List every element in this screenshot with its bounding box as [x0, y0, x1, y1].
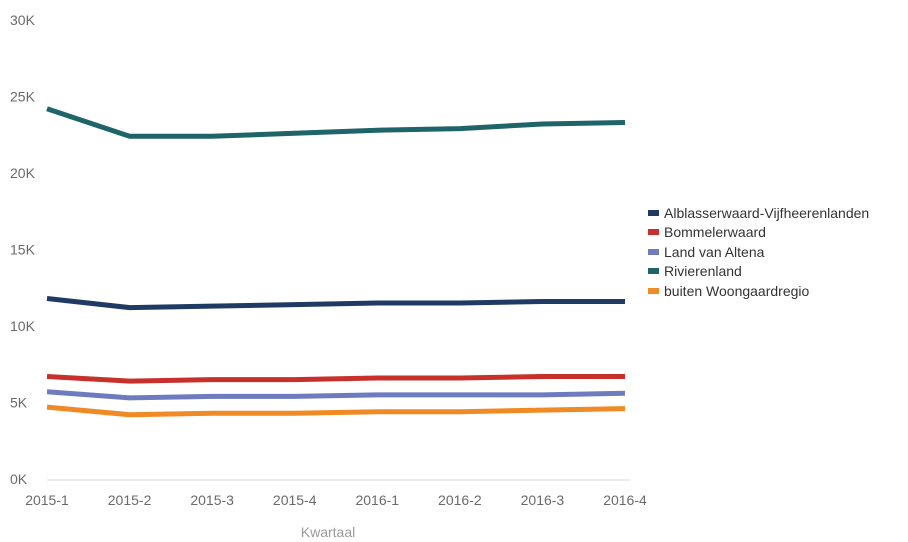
- legend-item: Land van Altena: [648, 242, 869, 262]
- y-tick-label: 30K: [10, 12, 36, 28]
- x-tick-label: 2015-1: [25, 492, 69, 508]
- legend-swatch: [648, 229, 659, 235]
- x-axis-title: Kwartaal: [301, 524, 355, 540]
- series-line: [47, 109, 625, 137]
- legend-item: Bommelerwaard: [648, 223, 869, 243]
- legend-label: Rivierenland: [664, 263, 742, 279]
- x-tick-label: 2016-4: [603, 492, 647, 508]
- x-tick-label: 2015-4: [273, 492, 317, 508]
- legend-swatch: [648, 268, 659, 274]
- legend-label: buiten Woongaardregio: [664, 283, 809, 299]
- y-tick-label: 0K: [10, 471, 28, 487]
- chart-legend: Alblasserwaard-Vijfheerenlanden Bommelerw…: [648, 203, 869, 301]
- series-lines: [47, 109, 625, 415]
- y-tick-label: 25K: [10, 89, 36, 105]
- legend-swatch: [648, 210, 659, 216]
- y-tick-label: 20K: [10, 165, 36, 181]
- y-axis-ticks: 0K 5K 10K 15K 20K 25K 30K: [10, 12, 36, 487]
- series-line: [47, 299, 625, 308]
- legend-item: Alblasserwaard-Vijfheerenlanden: [648, 203, 869, 223]
- legend-item: Rivierenland: [648, 262, 869, 282]
- x-axis-ticks: 2015-1 2015-2 2015-3 2015-4 2016-1 2016-2 2016…: [25, 492, 647, 508]
- series-line: [47, 392, 625, 398]
- series-line: [47, 377, 625, 382]
- legend-item: buiten Woongaardregio: [648, 281, 869, 301]
- legend-label: Bommelerwaard: [664, 224, 766, 240]
- x-tick-label: 2016-3: [521, 492, 565, 508]
- x-tick-label: 2015-2: [108, 492, 152, 508]
- legend-swatch: [648, 288, 659, 294]
- y-tick-label: 15K: [10, 242, 36, 258]
- legend-swatch: [648, 249, 659, 255]
- x-tick-label: 2015-3: [190, 492, 234, 508]
- y-tick-label: 10K: [10, 318, 36, 334]
- series-line: [47, 407, 625, 415]
- x-tick-label: 2016-1: [355, 492, 399, 508]
- x-tick-label: 2016-2: [438, 492, 482, 508]
- y-tick-label: 5K: [10, 395, 28, 411]
- legend-label: Land van Altena: [664, 244, 764, 260]
- legend-label: Alblasserwaard-Vijfheerenlanden: [664, 205, 869, 221]
